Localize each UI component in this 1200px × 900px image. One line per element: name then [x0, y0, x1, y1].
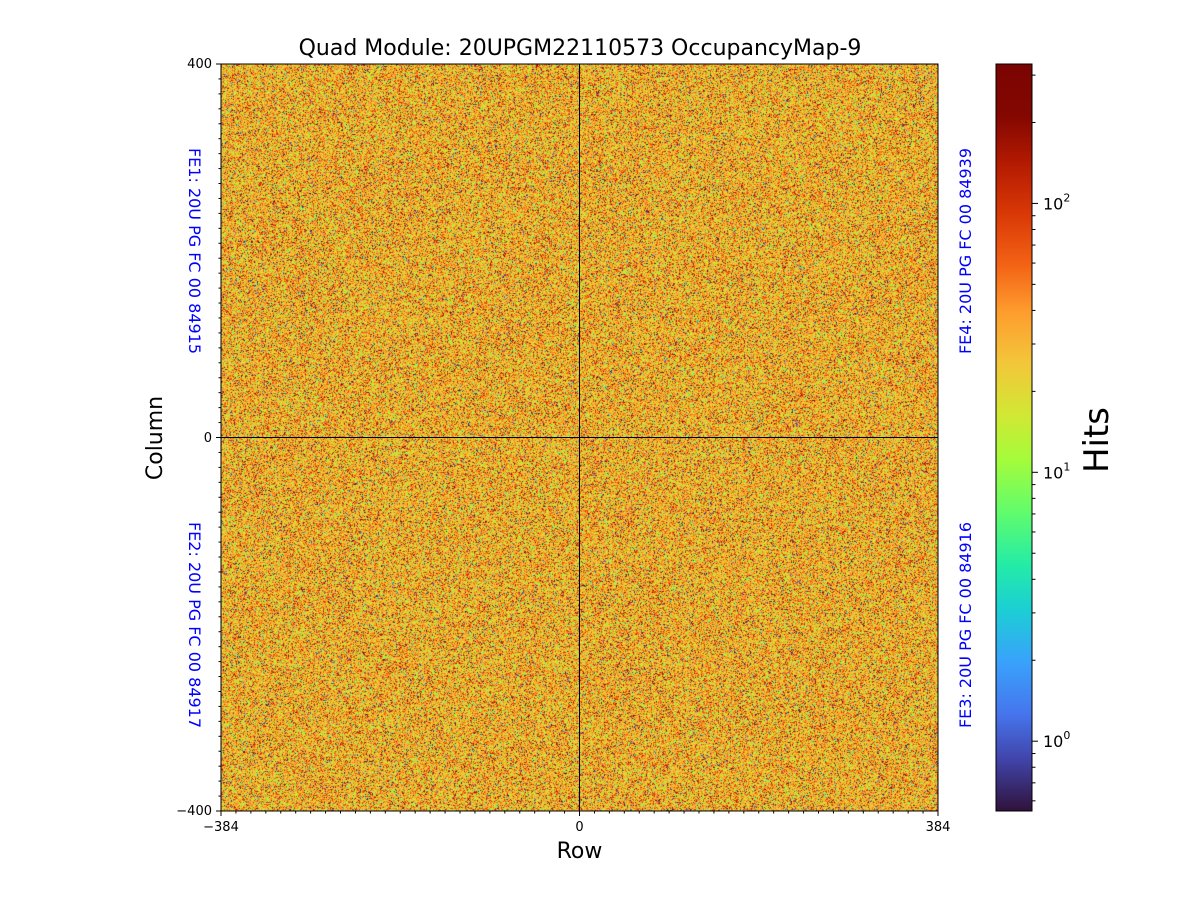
fe3-label: FE3: 20U PG FC 00 84916	[956, 522, 975, 728]
colorbar	[995, 63, 1033, 812]
colorbar-major-ticks	[1032, 202, 1038, 742]
x-tick-label: 0	[575, 820, 583, 835]
x-axis-label: Row	[557, 839, 603, 864]
colorbar-tick-label: 100	[1043, 729, 1070, 751]
major-ticks	[216, 63, 939, 816]
x-tick-label: −384	[203, 820, 239, 835]
y-tick-label: 400	[187, 57, 212, 72]
fe4-label: FE4: 20U PG FC 00 84939	[956, 148, 975, 354]
fe1-label: FE1: 20U PG FC 00 84915	[185, 148, 204, 354]
chart-title: Quad Module: 20UPGM22110573 OccupancyMap…	[299, 36, 862, 61]
fe2-label: FE2: 20U PG FC 00 84917	[185, 522, 204, 728]
y-axis-label: Column	[143, 396, 168, 480]
colorbar-tick-label: 102	[1043, 191, 1070, 213]
y-tick-label: 0	[204, 431, 212, 446]
x-tick-label: 384	[926, 820, 951, 835]
colorbar-tick-label: 101	[1043, 460, 1070, 482]
colorbar-minor-ticks	[1032, 74, 1036, 802]
colorbar-label: Hits	[1077, 407, 1117, 473]
y-tick-label: −400	[176, 804, 212, 819]
minor-ticks	[218, 63, 939, 814]
